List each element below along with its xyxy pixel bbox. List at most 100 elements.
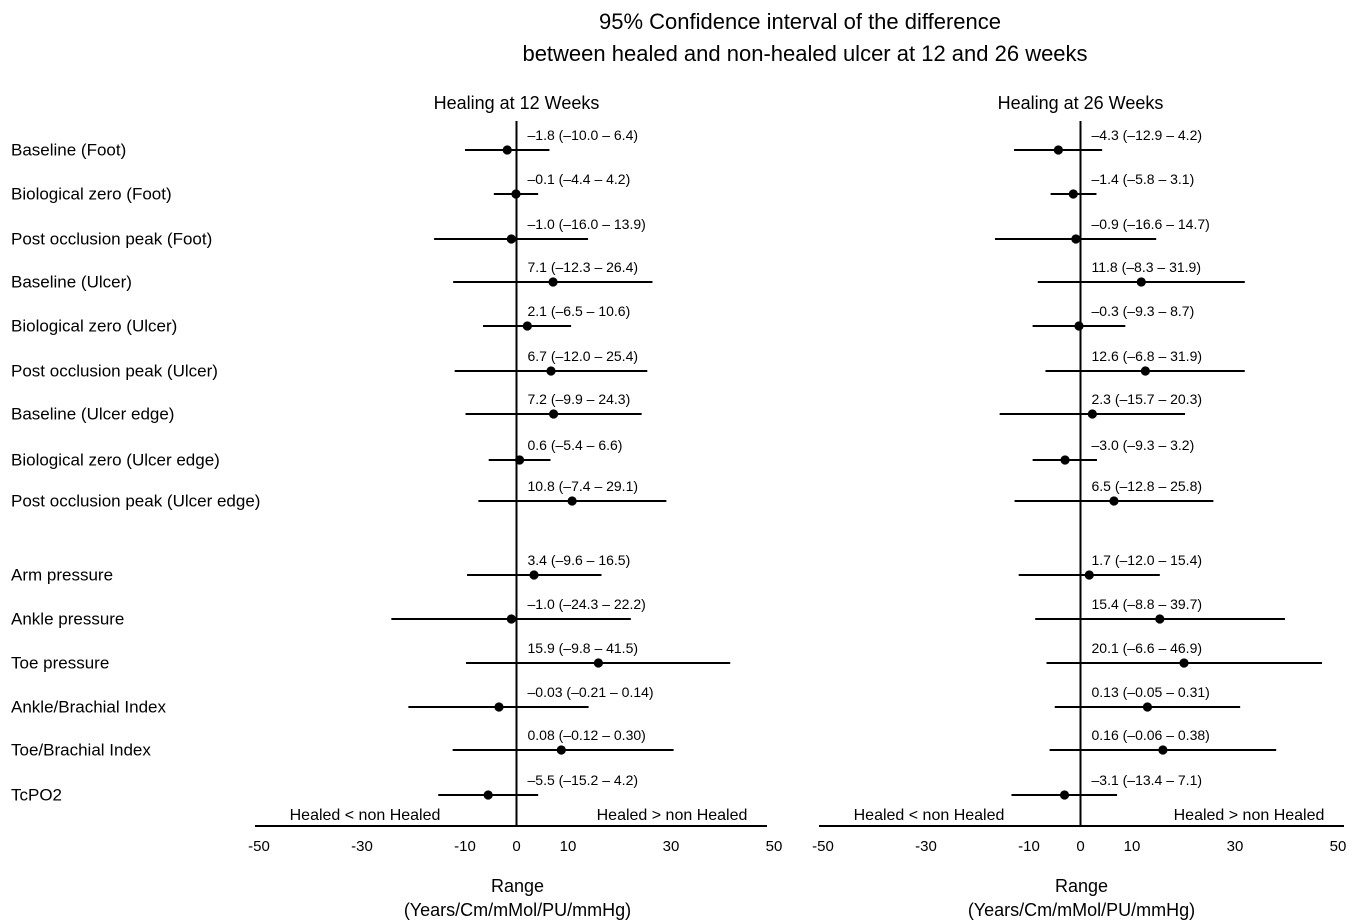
estimate-point bbox=[1155, 614, 1165, 624]
estimate-point bbox=[593, 658, 603, 668]
ci-label: 0.08 (–0.12 – 0.30) bbox=[528, 727, 646, 743]
ci-label: –3.0 (–9.3 – 3.2) bbox=[1092, 437, 1195, 453]
ci-label: 6.5 (–12.8 – 25.8) bbox=[1092, 478, 1203, 494]
x-axis-units: (Years/Cm/mMol/PU/mmHg) bbox=[404, 900, 631, 920]
x-tick-label: -50 bbox=[812, 838, 834, 855]
panel-title: Healing at 12 Weeks bbox=[434, 93, 600, 113]
ci-label: –3.1 (–13.4 – 7.1) bbox=[1092, 772, 1203, 788]
chart-subtitle: between healed and non-healed ulcer at 1… bbox=[522, 41, 1087, 66]
ci-label: 10.8 (–7.4 – 29.1) bbox=[528, 478, 639, 494]
row-labels: Baseline (Foot) Biological zero (Foot) Pos… bbox=[11, 140, 260, 804]
direction-label-right: Healed > non Healed bbox=[597, 807, 748, 824]
ci-label: 6.7 (–12.0 – 25.4) bbox=[528, 348, 639, 364]
x-tick-label: 50 bbox=[766, 838, 783, 855]
row-label: Arm pressure bbox=[11, 565, 113, 584]
row-label: Baseline (Ulcer edge) bbox=[11, 404, 174, 423]
estimate-point bbox=[567, 496, 577, 506]
estimate-point bbox=[522, 321, 532, 331]
row-label: Biological zero (Foot) bbox=[11, 184, 172, 203]
x-axis-title: Range bbox=[1055, 876, 1108, 896]
ci-label: 15.4 (–8.8 – 39.7) bbox=[1092, 596, 1203, 612]
estimate-point bbox=[1136, 277, 1146, 287]
estimate-point bbox=[1068, 189, 1078, 199]
estimate-point bbox=[548, 277, 558, 287]
ci-label: 15.9 (–9.8 – 41.5) bbox=[528, 640, 639, 656]
ci-label: –1.8 (–10.0 – 6.4) bbox=[528, 127, 639, 143]
ci-label: 7.2 (–9.9 – 24.3) bbox=[528, 391, 631, 407]
x-tick-label: -10 bbox=[454, 838, 476, 855]
row-label: Ankle pressure bbox=[11, 609, 124, 628]
x-tick-label: 0 bbox=[1076, 838, 1084, 855]
ci-label: 1.7 (–12.0 – 15.4) bbox=[1092, 552, 1203, 568]
estimate-point bbox=[1060, 455, 1070, 465]
ci-label: 2.3 (–15.7 – 20.3) bbox=[1092, 391, 1203, 407]
panel-12-weeks: Healing at 12 Weeks -50 -30 -10 0 10 30 50 Heale… bbox=[248, 93, 782, 920]
x-tick-label: 0 bbox=[512, 838, 520, 855]
estimate-point bbox=[556, 745, 566, 755]
ci-label: 2.1 (–6.5 – 10.6) bbox=[528, 303, 631, 319]
ci-label: 7.1 (–12.3 – 26.4) bbox=[528, 259, 639, 275]
panel-title: Healing at 26 Weeks bbox=[998, 93, 1164, 113]
row-label: Baseline (Ulcer) bbox=[11, 272, 132, 291]
row-label: Toe pressure bbox=[11, 653, 109, 672]
estimate-point bbox=[1158, 745, 1168, 755]
x-tick-label: -10 bbox=[1018, 838, 1040, 855]
row-label: Post occlusion peak (Ulcer edge) bbox=[11, 491, 260, 510]
x-tick-label: 10 bbox=[1124, 838, 1141, 855]
ci-label: –0.3 (–9.3 – 8.7) bbox=[1092, 303, 1195, 319]
ci-label: –1.4 (–5.8 – 3.1) bbox=[1092, 171, 1195, 187]
x-tick-label: 30 bbox=[663, 838, 680, 855]
estimate-point bbox=[548, 409, 559, 419]
row-label: Biological zero (Ulcer edge) bbox=[11, 450, 220, 469]
estimate-point bbox=[1084, 570, 1094, 580]
row-label: Biological zero (Ulcer) bbox=[11, 316, 177, 335]
estimate-point bbox=[506, 234, 516, 244]
estimate-point bbox=[1109, 496, 1119, 506]
estimate-point bbox=[529, 570, 539, 580]
panel-26-weeks: Healing at 26 Weeks -50 -30 -10 0 10 30 50 Heale… bbox=[812, 93, 1346, 920]
x-tick-label: 10 bbox=[560, 838, 577, 855]
x-tick-label: 50 bbox=[1330, 838, 1347, 855]
estimate-point bbox=[514, 455, 525, 465]
estimate-point bbox=[1059, 790, 1070, 800]
ci-label: 20.1 (–6.6 – 46.9) bbox=[1092, 640, 1203, 656]
ci-label: –1.0 (–16.0 – 13.9) bbox=[528, 216, 646, 232]
ci-label: 0.16 (–0.06 – 0.38) bbox=[1092, 727, 1210, 743]
estimate-point bbox=[1087, 409, 1097, 419]
ci-label: –4.3 (–12.9 – 4.2) bbox=[1092, 127, 1203, 143]
row-label: TcPO2 bbox=[11, 785, 62, 804]
direction-label-right: Healed > non Healed bbox=[1174, 807, 1325, 824]
estimate-point bbox=[511, 189, 521, 199]
ci-label: 0.13 (–0.05 – 0.31) bbox=[1092, 684, 1210, 700]
x-tick-label: -50 bbox=[248, 838, 270, 855]
ci-label: 11.8 (–8.3 – 31.9) bbox=[1092, 259, 1201, 275]
estimate-point bbox=[502, 145, 512, 155]
estimate-point bbox=[1074, 321, 1084, 331]
ci-label: 3.4 (–9.6 – 16.5) bbox=[528, 552, 631, 568]
row-label: Toe/Brachial Index bbox=[11, 740, 151, 759]
ci-label: 0.6 (–5.4 – 6.6) bbox=[528, 437, 623, 453]
estimate-point bbox=[1071, 234, 1081, 244]
estimate-point bbox=[494, 702, 504, 712]
x-tick-label: -30 bbox=[351, 838, 373, 855]
estimate-point bbox=[1140, 366, 1150, 376]
row-label: Post occlusion peak (Ulcer) bbox=[11, 361, 218, 380]
ci-label: –5.5 (–15.2 – 4.2) bbox=[528, 772, 639, 788]
ci-label: –0.9 (–16.6 – 14.7) bbox=[1092, 216, 1210, 232]
direction-label-left: Healed < non Healed bbox=[854, 807, 1005, 824]
x-axis-title: Range bbox=[491, 876, 544, 896]
x-axis-units: (Years/Cm/mMol/PU/mmHg) bbox=[968, 900, 1195, 920]
ci-label: –1.0 (–24.3 – 22.2) bbox=[528, 596, 646, 612]
row-label: Post occlusion peak (Foot) bbox=[11, 229, 212, 248]
estimate-point bbox=[546, 366, 556, 376]
estimate-point bbox=[483, 790, 493, 800]
estimate-point bbox=[506, 614, 516, 624]
ci-label: 12.6 (–6.8 – 31.9) bbox=[1092, 348, 1203, 364]
ci-label: –0.1 (–4.4 – 4.2) bbox=[528, 171, 631, 187]
row-label: Baseline (Foot) bbox=[11, 140, 126, 159]
estimate-point bbox=[1179, 658, 1189, 668]
direction-label-left: Healed < non Healed bbox=[290, 807, 441, 824]
x-tick-label: -30 bbox=[915, 838, 937, 855]
ci-label: –0.03 (–0.21 – 0.14) bbox=[528, 684, 654, 700]
